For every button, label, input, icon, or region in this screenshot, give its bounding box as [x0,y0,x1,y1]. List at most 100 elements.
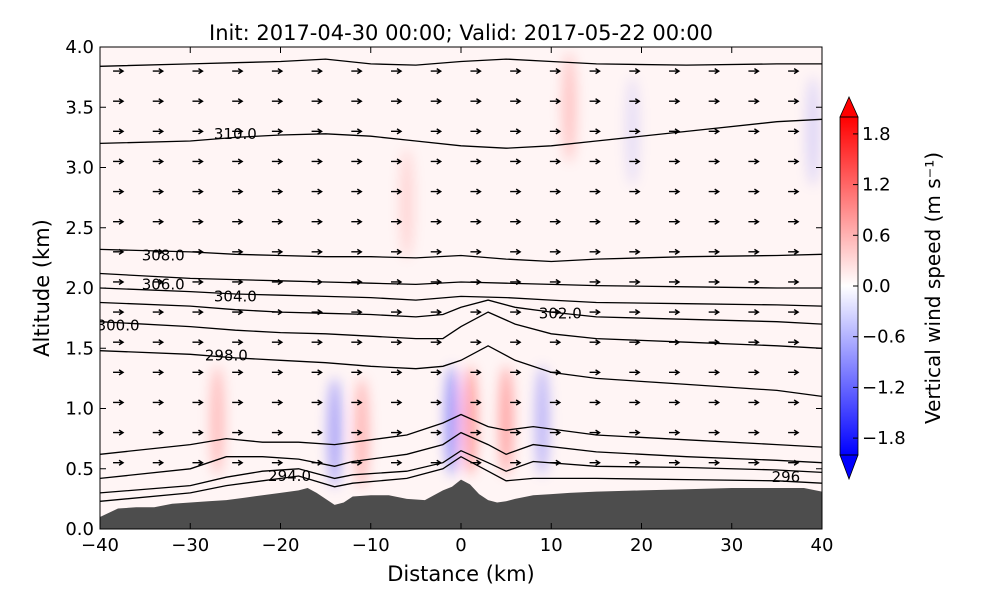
wind-vector-74 [311,339,323,346]
wind-vector-150 [510,158,522,165]
contour-label-1: 308.0 [142,246,185,264]
wind-vector-83 [311,68,323,75]
wind-vector-119 [430,248,443,255]
wind-vector-121 [430,188,443,195]
wind-vector-243 [788,309,800,316]
wind-vector-6 [113,278,125,286]
wind-vector-202 [668,278,681,286]
wind-vector-247 [788,188,800,195]
wind-vector-18 [152,339,165,346]
w-anomaly-5 [499,365,514,476]
wind-vector-175 [589,248,601,255]
wind-vector-58 [271,399,284,406]
wind-vector-13 [113,68,125,75]
wind-vector-29 [192,429,204,436]
x-tick-label-7: 30 [720,535,743,556]
wind-vector-224 [748,459,760,466]
wind-vector-235 [748,128,760,135]
wind-vector-206 [668,158,681,165]
wind-vector-152 [510,98,522,105]
wind-vector-124 [430,98,443,105]
colorbar-tick-label-2: −0.6 [862,327,906,348]
wind-vector-90 [351,278,363,286]
y-tick-label-4: 2.0 [65,278,94,299]
wind-vector-156 [549,399,562,406]
wind-vector-30 [192,399,204,406]
wind-vector-77 [311,248,323,255]
colorbar-ticks: −1.8 −1.2 −0.6 0.0 0.6 1.2 1.8 [853,124,906,449]
wind-vector-82 [311,98,323,105]
terrain [100,479,822,529]
y-axis: 0.0 0.5 1.0 1.5 2.0 2.5 3.0 3.5 4.0 [65,37,822,540]
wind-vector-67 [271,128,284,135]
wind-vector-42 [232,459,244,466]
wind-vector-19 [152,309,165,316]
wind-vector-100 [391,399,403,406]
wind-vector-56 [271,459,284,466]
theta-contour-295 [100,449,822,494]
wind-vector-114 [430,399,443,406]
wind-vector-55 [232,68,244,75]
wind-vector-208 [668,98,681,105]
wind-vector-137 [470,128,482,135]
wind-vector-155 [549,429,562,436]
wind-vector-242 [788,339,800,346]
wind-vector-80 [311,158,323,165]
wind-vector-115 [430,369,443,376]
wind-vector-37 [192,188,204,195]
wind-vector-53 [232,128,244,135]
wind-vector-178 [589,158,601,165]
y-tick-label-1: 0.5 [65,459,94,480]
wind-vector-96 [351,98,363,105]
colorbar: −1.8 −1.2 −0.6 0.0 0.6 1.2 1.8 Vertical wind s… [839,96,945,481]
wind-vector-237 [748,68,760,75]
wind-vector-204 [668,218,681,225]
wind-vector-5 [113,309,125,316]
wind-vector-201 [668,309,681,316]
colorbar-tick-label-1: −1.2 [862,377,906,398]
contour-label-3: 304.0 [214,287,257,305]
wind-vector-163 [549,188,562,195]
contour-label-4: 302.0 [539,304,582,322]
wind-vector-46 [232,339,244,346]
wind-vector-120 [430,218,443,225]
wind-vector-25 [152,128,165,135]
wind-vector-133 [470,248,482,255]
wind-vector-241 [788,369,800,376]
x-tick-label-3: −10 [352,535,390,556]
colorbar-extend-bottom [839,454,859,481]
wind-vector-31 [192,369,204,376]
wind-vector-148 [510,218,522,225]
wind-vector-111 [391,68,403,75]
contour-label-6: 298.0 [205,346,248,364]
wind-vector-54 [232,98,244,105]
wind-vector-10 [113,158,125,165]
wind-vector-188 [629,278,641,286]
w-anomaly-0 [210,365,225,476]
w-anomaly-6 [535,365,550,476]
wind-vector-141 [510,429,522,436]
theta-contour-304 [100,287,822,307]
wind-vector-220 [708,158,721,165]
wind-vector-251 [788,68,800,75]
contour-label-7: 294.0 [268,467,311,485]
wind-vector-63 [271,248,284,255]
wind-vector-102 [391,339,403,346]
y-tick-label-2: 1.0 [65,399,94,420]
wind-vector-52 [232,158,244,165]
wind-vector-68 [271,98,284,105]
wind-vector-176 [589,218,601,225]
wind-vector-219 [708,188,721,195]
wind-vector-167 [549,68,562,75]
wind-vector-177 [589,188,601,195]
theta-contour-308 [100,248,822,263]
wind-vector-231 [748,248,760,255]
wind-vector-195 [629,68,641,75]
wind-vector-236 [748,98,760,105]
wind-vector-117 [430,309,443,316]
wind-vector-168 [589,459,601,466]
wind-vector-65 [271,188,284,195]
wind-vector-86 [351,399,363,406]
wind-vector-116 [430,339,443,346]
